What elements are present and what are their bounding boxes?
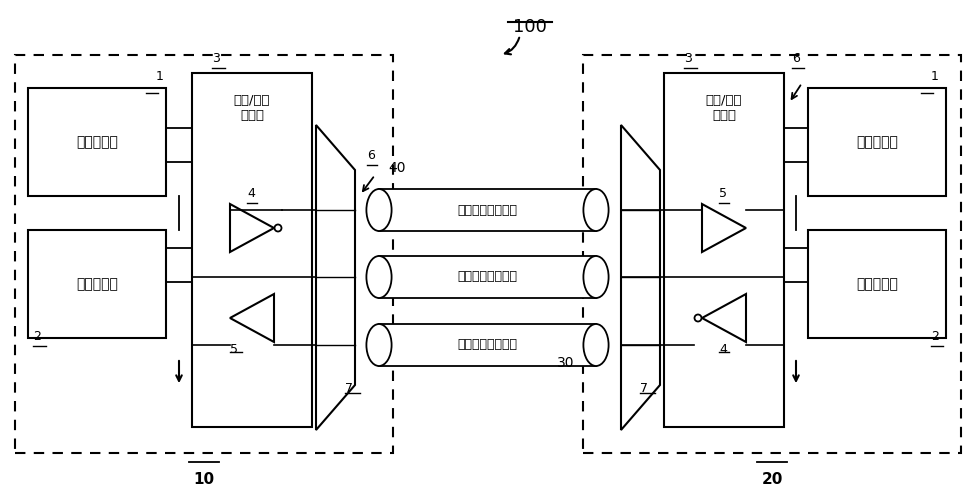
Polygon shape: [702, 204, 746, 252]
Text: 3: 3: [684, 52, 692, 65]
Text: 20: 20: [761, 472, 783, 487]
Text: 电源电路块: 电源电路块: [76, 135, 118, 149]
Text: 功能电路块: 功能电路块: [856, 277, 898, 291]
Text: 5: 5: [230, 343, 238, 356]
Ellipse shape: [584, 256, 609, 298]
Polygon shape: [621, 125, 660, 430]
Ellipse shape: [366, 189, 391, 231]
Bar: [583, 55, 961, 453]
Text: 2: 2: [931, 330, 939, 343]
Text: 1: 1: [931, 70, 939, 83]
Bar: [379, 256, 596, 298]
Text: 电源地对传输线路: 电源地对传输线路: [458, 204, 517, 216]
Bar: [192, 73, 312, 427]
Ellipse shape: [366, 324, 391, 366]
Text: 40: 40: [388, 161, 405, 175]
Text: 差分信号传输线路: 差分信号传输线路: [458, 270, 517, 283]
Text: 差分信号传输线路: 差分信号传输线路: [458, 338, 517, 351]
Bar: [664, 73, 784, 427]
Ellipse shape: [366, 256, 391, 298]
Bar: [379, 324, 596, 366]
Ellipse shape: [584, 189, 609, 231]
Bar: [379, 189, 596, 231]
Text: 30: 30: [557, 356, 575, 370]
Text: 7: 7: [640, 382, 648, 395]
Bar: [808, 88, 946, 196]
Text: 4: 4: [719, 343, 727, 356]
Polygon shape: [702, 294, 746, 342]
Text: 7: 7: [345, 382, 353, 395]
Text: 6: 6: [367, 149, 375, 162]
Text: 4: 4: [247, 187, 255, 200]
Text: 电源电路块: 电源电路块: [856, 135, 898, 149]
Text: 输入/输出
电路块: 输入/输出 电路块: [706, 94, 743, 122]
Bar: [15, 55, 393, 453]
Text: 3: 3: [212, 52, 220, 65]
Ellipse shape: [695, 314, 702, 322]
Ellipse shape: [584, 324, 609, 366]
Bar: [28, 88, 166, 196]
Text: 10: 10: [193, 472, 215, 487]
Text: 功能电路块: 功能电路块: [76, 277, 118, 291]
Text: 5: 5: [719, 187, 727, 200]
Polygon shape: [316, 125, 355, 430]
Ellipse shape: [274, 224, 281, 232]
Polygon shape: [230, 204, 274, 252]
Text: 100: 100: [513, 18, 547, 36]
Bar: [808, 230, 946, 338]
Text: 2: 2: [33, 330, 41, 343]
Text: 输入/输出
电路块: 输入/输出 电路块: [233, 94, 270, 122]
Text: 6: 6: [792, 52, 800, 65]
Polygon shape: [230, 294, 274, 342]
Bar: [28, 230, 166, 338]
Text: 1: 1: [156, 70, 164, 83]
